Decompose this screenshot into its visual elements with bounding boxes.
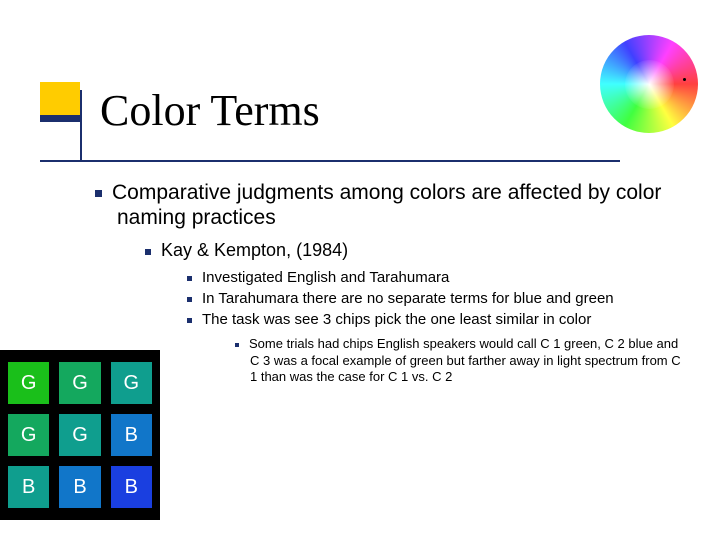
color-wheel-dot bbox=[683, 78, 686, 81]
bullet-icon bbox=[187, 276, 192, 281]
bullet-text: Comparative judgments among colors are a… bbox=[112, 181, 661, 229]
bullet-level2: Kay & Kempton, (1984) bbox=[165, 240, 700, 261]
body-text: Comparative judgments among colors are a… bbox=[95, 180, 700, 385]
bullet-level3: Investigated English and Tarahumara bbox=[205, 269, 690, 286]
bullet-level3: In Tarahumara there are no separate term… bbox=[205, 290, 690, 307]
chip-cell: G bbox=[59, 414, 100, 456]
title-rule bbox=[40, 160, 620, 162]
color-wheel-image bbox=[600, 35, 698, 133]
title-ornament bbox=[40, 82, 80, 122]
bullet-icon bbox=[145, 249, 151, 255]
bullet-level4: Some trials had chips English speakers w… bbox=[250, 336, 690, 385]
chip-cell: G bbox=[8, 414, 49, 456]
bullet-text: Kay & Kempton, (1984) bbox=[161, 240, 348, 260]
slide-title: Color Terms bbox=[100, 85, 320, 136]
bullet-icon bbox=[235, 343, 239, 347]
bullet-icon bbox=[187, 297, 192, 302]
chip-cell: B bbox=[111, 414, 152, 456]
chip-cell: B bbox=[8, 466, 49, 508]
slide: Color Terms Comparative judgments among … bbox=[0, 0, 720, 540]
title-vertical-tick bbox=[80, 90, 82, 160]
chip-cell: B bbox=[111, 466, 152, 508]
bullet-text: Some trials had chips English speakers w… bbox=[249, 336, 681, 384]
chip-grid: GGGGGBBBB bbox=[0, 350, 160, 520]
bullet-icon bbox=[187, 318, 192, 323]
chip-cell: G bbox=[111, 362, 152, 404]
bullet-icon bbox=[95, 190, 102, 197]
chip-cell: G bbox=[8, 362, 49, 404]
bullet-level1: Comparative judgments among colors are a… bbox=[117, 180, 700, 230]
bullet-text: The task was see 3 chips pick the one le… bbox=[202, 311, 591, 328]
chip-cell: B bbox=[59, 466, 100, 508]
bullet-text: Investigated English and Tarahumara bbox=[202, 269, 449, 286]
title-underbar bbox=[40, 115, 80, 122]
bullet-level3: The task was see 3 chips pick the one le… bbox=[205, 311, 690, 328]
chip-cell: G bbox=[59, 362, 100, 404]
bullet-text: In Tarahumara there are no separate term… bbox=[202, 290, 614, 307]
